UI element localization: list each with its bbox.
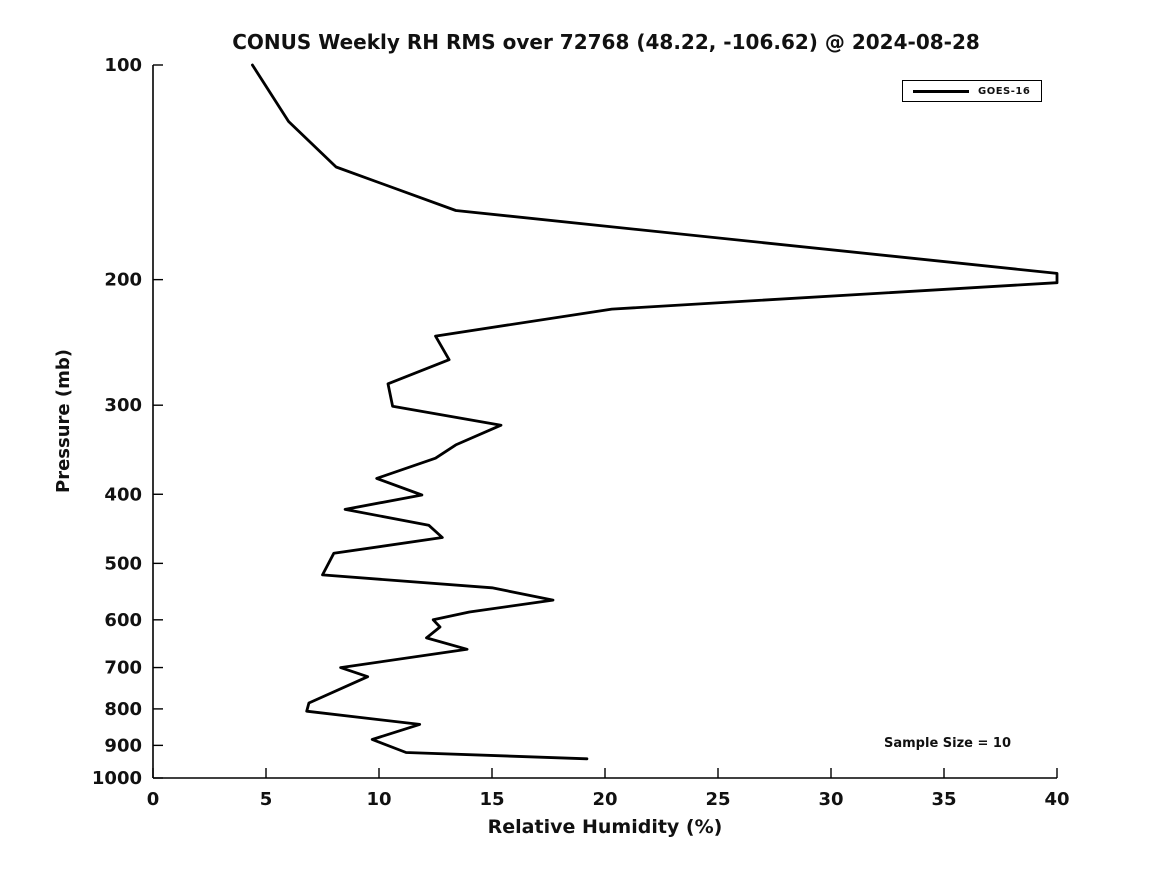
x-tick-label: 25: [705, 789, 730, 810]
chart-title: CONUS Weekly RH RMS over 72768 (48.22, -…: [232, 30, 980, 54]
x-tick-label: 0: [147, 789, 160, 810]
data-line: [251, 63, 1059, 761]
legend-line-swatch: [913, 89, 969, 93]
x-tick-label: 15: [479, 789, 504, 810]
legend-label: GOES-16: [978, 85, 1031, 97]
x-tick-label: 5: [260, 789, 273, 810]
y-tick-label: 200: [104, 270, 142, 291]
x-tick-label: 10: [366, 789, 391, 810]
y-tick-label: 100: [104, 55, 142, 76]
x-tick-label: 30: [818, 789, 843, 810]
y-tick-label: 900: [104, 735, 142, 756]
x-axis-label: Relative Humidity (%): [487, 816, 723, 838]
legend: GOES-16: [902, 80, 1042, 102]
x-tick-label: 35: [931, 789, 956, 810]
y-tick-label: 500: [104, 553, 142, 574]
x-tick-label: 20: [592, 789, 617, 810]
x-tick-label: 40: [1044, 789, 1069, 810]
y-tick-label: 400: [104, 484, 142, 505]
y-tick-label: 600: [104, 610, 142, 631]
y-tick-label: 800: [104, 699, 142, 720]
y-tick-label: 300: [104, 395, 142, 416]
y-tick-label: 700: [104, 658, 142, 679]
sample-size-annotation: Sample Size = 10: [884, 736, 1012, 751]
y-tick-label: 1000: [92, 768, 142, 789]
